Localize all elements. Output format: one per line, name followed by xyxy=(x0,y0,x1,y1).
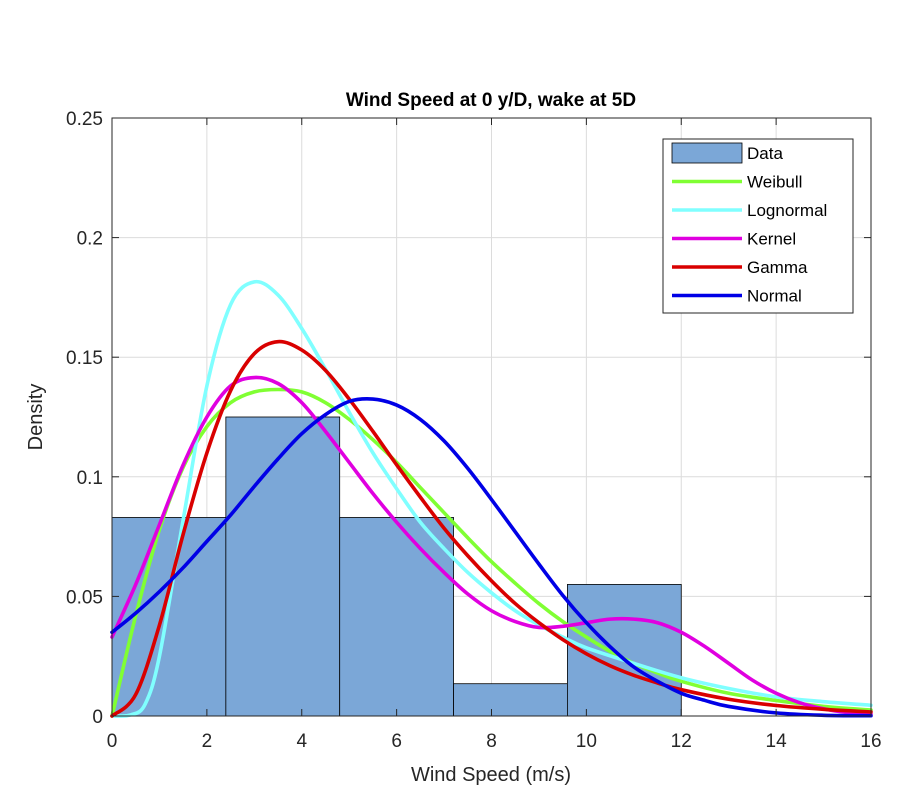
x-axis-label: Wind Speed (m/s) xyxy=(411,764,571,786)
legend: Data Weibull Lognormal Kernel Gamma Normal xyxy=(662,138,854,314)
x-tick-label: 8 xyxy=(486,731,497,752)
fit-curves xyxy=(110,279,873,718)
y-tick-label: 0.2 xyxy=(77,229,103,250)
legend-label: Kernel xyxy=(747,230,796,249)
x-tick-label: 14 xyxy=(766,731,788,752)
series-line-normal xyxy=(110,397,873,718)
chart-title: Wind Speed at 0 y/D, wake at 5D xyxy=(346,90,636,111)
x-tick-label: 16 xyxy=(860,731,881,752)
legend-label: Normal xyxy=(747,287,802,306)
series-line-weibull xyxy=(110,387,873,718)
x-tick-label: 10 xyxy=(576,731,597,752)
x-tick-label: 2 xyxy=(202,731,213,752)
histogram-bar xyxy=(225,416,341,717)
y-axis-label: Density xyxy=(25,384,47,451)
x-tick-label: 4 xyxy=(296,731,307,752)
legend-swatch-data xyxy=(671,142,743,164)
y-tick-label: 0.25 xyxy=(66,109,103,130)
x-tick-label: 6 xyxy=(391,731,402,752)
legend-label: Gamma xyxy=(747,258,808,277)
x-tick-label: 0 xyxy=(107,731,118,752)
legend-label: Weibull xyxy=(747,173,802,192)
y-tick-label: 0 xyxy=(92,707,103,728)
histogram-bars xyxy=(111,416,682,717)
legend-label: Data xyxy=(747,144,783,163)
x-tick-label: 12 xyxy=(671,731,692,752)
y-tick-label: 0.15 xyxy=(66,348,103,369)
histogram-bar xyxy=(111,517,227,717)
histogram-bar xyxy=(339,517,454,717)
histogram-bar xyxy=(453,683,568,717)
axis-ticks: 0 2 4 6 8 10 12 14 16 0 0.05 0.1 0.15 0.2 0.25 xyxy=(66,109,882,752)
y-tick-label: 0.05 xyxy=(66,587,103,608)
legend-label: Lognormal xyxy=(747,201,827,220)
series-line-lognormal xyxy=(110,279,873,718)
legend-box xyxy=(662,138,854,314)
y-tick-label: 0.1 xyxy=(77,468,103,489)
histogram-bar xyxy=(567,584,682,717)
